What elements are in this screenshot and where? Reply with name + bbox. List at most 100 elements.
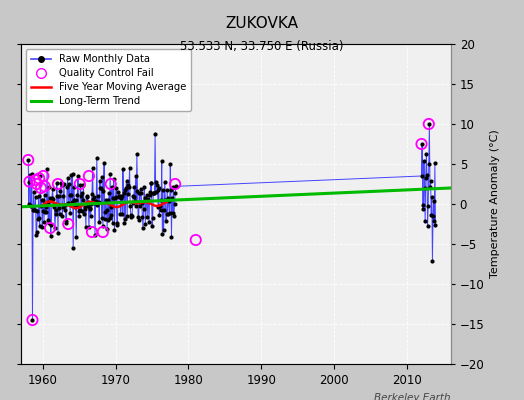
Point [50,204,59,210]
Point [151,188,160,195]
Point [151,130,159,137]
Point [86,212,95,219]
Point [118,211,126,217]
Point [421,218,429,224]
Point [90,200,99,206]
Point [145,218,153,225]
Point [26,172,34,178]
Point [122,184,130,191]
Point [102,207,111,214]
Point [59,192,68,199]
Point [88,191,96,198]
Point [157,197,166,203]
Point [54,193,63,199]
Point [85,173,93,179]
Point [32,232,40,238]
Point [92,197,101,204]
Point [34,216,42,223]
Point [146,188,155,195]
Point [136,202,144,209]
Point [27,202,36,209]
Point [152,182,161,188]
Point [107,204,116,210]
Point [24,157,32,163]
Point [37,197,46,204]
Point [169,183,178,190]
Point [50,200,58,207]
Point [95,219,103,225]
Point [81,204,89,210]
Point [150,189,159,196]
Point [44,217,52,224]
Point [171,183,180,190]
Point [143,192,151,198]
Y-axis label: Temperature Anomaly (°C): Temperature Anomaly (°C) [490,130,500,278]
Point [170,212,178,219]
Point [127,212,135,218]
Point [25,178,34,185]
Point [66,192,74,198]
Point [100,188,108,194]
Point [154,204,162,210]
Point [48,186,57,192]
Point [428,194,436,200]
Point [155,212,163,218]
Point [117,193,126,200]
Point [78,208,86,214]
Point [57,180,65,187]
Point [51,224,59,231]
Point [159,227,168,233]
Point [420,185,429,191]
Point [147,179,155,186]
Point [30,206,38,213]
Point [192,237,200,243]
Point [88,229,96,235]
Point [119,166,127,172]
Point [27,202,35,209]
Point [131,198,139,204]
Point [109,194,117,201]
Point [64,181,73,187]
Point [144,196,152,202]
Point [115,194,124,200]
Point [114,193,123,200]
Point [135,190,144,196]
Point [135,217,143,224]
Point [64,200,72,206]
Point [141,220,149,227]
Point [37,185,45,191]
Point [140,183,148,190]
Point [83,194,91,200]
Point [43,199,52,205]
Point [58,182,66,188]
Point [106,212,115,218]
Point [62,218,70,224]
Point [164,194,172,201]
Point [35,214,43,221]
Point [94,193,102,200]
Point [28,317,37,323]
Point [105,214,114,221]
Point [169,210,177,216]
Point [143,214,151,220]
Point [130,184,139,190]
Point [112,194,120,200]
Point [51,211,60,218]
Point [29,189,38,195]
Point [170,200,179,207]
Point [84,202,93,209]
Point [158,158,166,164]
Point [168,195,176,202]
Point [134,214,143,220]
Point [35,193,43,199]
Point [25,201,33,207]
Point [166,161,174,167]
Point [69,244,78,251]
Point [45,184,53,190]
Point [38,224,47,230]
Point [124,182,132,188]
Point [111,195,119,202]
Point [59,204,67,210]
Text: 53.533 N, 33.750 E (Russia): 53.533 N, 33.750 E (Russia) [180,40,344,53]
Point [424,161,433,167]
